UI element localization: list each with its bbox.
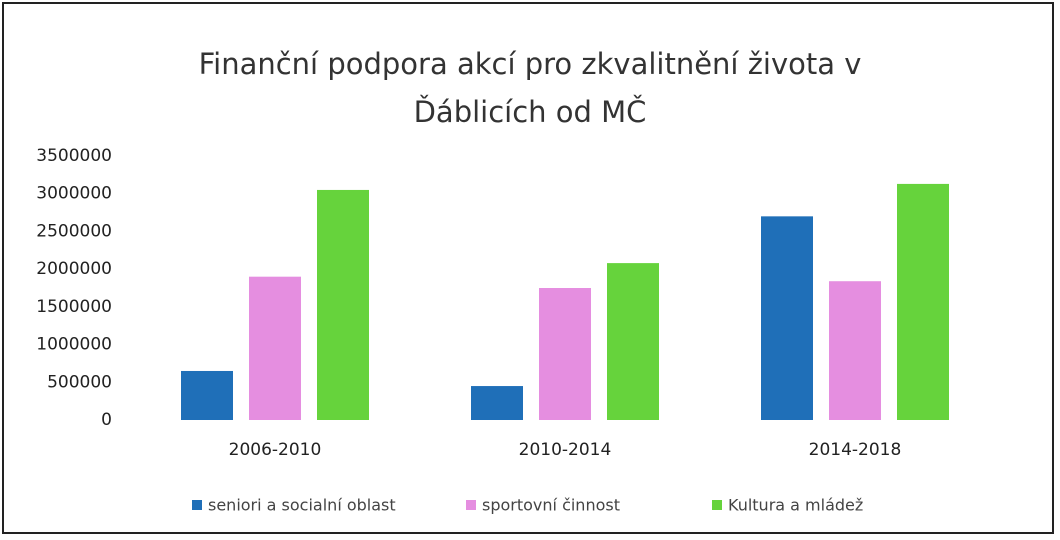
- bar: [897, 183, 949, 420]
- y-tick-label: 2500000: [36, 221, 112, 241]
- y-tick-label: 1500000: [36, 297, 112, 317]
- y-tick-label: 3000000: [36, 184, 112, 204]
- legend-label: sportovní činnost: [482, 496, 620, 515]
- legend-swatch: [192, 500, 202, 510]
- y-tick-label: 2000000: [36, 259, 112, 279]
- legend-swatch: [712, 500, 722, 510]
- y-tick-label: 500000: [47, 372, 112, 392]
- bar: [607, 263, 659, 420]
- y-tick-label: 0: [101, 410, 112, 430]
- bar: [181, 370, 233, 420]
- legend-swatch: [466, 500, 476, 510]
- x-tick-label: 2014-2018: [809, 440, 902, 460]
- bar: [249, 276, 301, 420]
- y-tick-label: 3500000: [36, 146, 112, 166]
- bar: [761, 216, 813, 420]
- legend-label: seniori a socialní oblast: [208, 496, 396, 515]
- y-tick-label: 1000000: [36, 335, 112, 355]
- chart-title: Finanční podpora akcí pro zkvalitnění ži…: [198, 47, 862, 129]
- bar: [829, 281, 881, 420]
- x-tick-label: 2010-2014: [519, 440, 612, 460]
- legend-label: Kultura a mládež: [728, 496, 863, 515]
- chart-frame: [2, 2, 1054, 534]
- x-tick-label: 2006-2010: [229, 440, 322, 460]
- bar: [317, 189, 369, 420]
- bar: [539, 288, 591, 420]
- bar: [471, 386, 523, 420]
